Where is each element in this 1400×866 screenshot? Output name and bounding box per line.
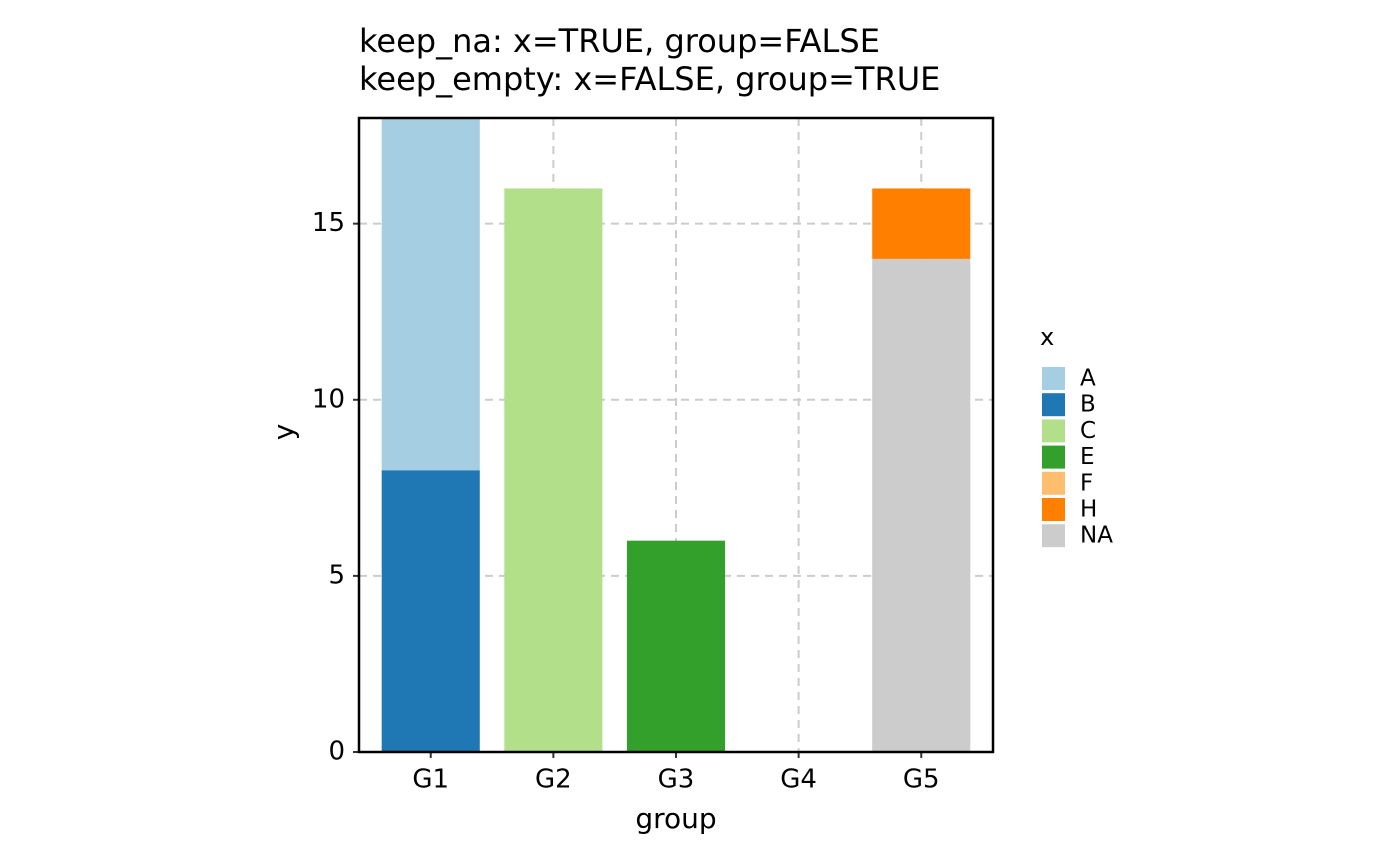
legend-key — [1042, 445, 1065, 469]
y-tick-label: 10 — [312, 384, 345, 414]
y-tick-label: 0 — [328, 737, 345, 767]
y-tick-label: 5 — [328, 560, 345, 590]
legend-label: C — [1080, 418, 1096, 444]
legend-key — [1042, 524, 1065, 548]
legend-label: F — [1080, 470, 1093, 496]
bar-segment — [872, 258, 971, 752]
legend-key — [1042, 367, 1065, 390]
x-tick-label: G1 — [412, 765, 449, 795]
bar-segment — [504, 188, 603, 752]
chart-title: keep_na: x=TRUE, group=FALSE — [359, 22, 880, 60]
legend-label: NA — [1080, 523, 1113, 549]
chart-title: keep_empty: x=FALSE, group=TRUE — [359, 60, 940, 98]
legend-key — [1042, 498, 1065, 521]
x-tick-label: G5 — [903, 765, 940, 795]
legend-label: A — [1080, 366, 1096, 392]
x-axis-label: group — [635, 802, 716, 835]
legend-key — [1042, 393, 1065, 417]
legend-key — [1042, 471, 1065, 495]
x-tick-label: G2 — [535, 765, 572, 795]
y-tick-label: 15 — [312, 208, 345, 238]
bar-segment — [381, 118, 480, 471]
legend-label: E — [1080, 444, 1095, 470]
bar-segment — [381, 470, 480, 752]
legend-label: B — [1080, 392, 1096, 418]
legend-key — [1042, 419, 1065, 443]
x-tick-label: G4 — [780, 765, 817, 795]
legend-title: x — [1040, 323, 1054, 351]
y-axis-label: y — [267, 424, 300, 441]
plot-border — [357, 116, 995, 754]
bar-segment — [626, 540, 726, 752]
bar-segment — [872, 188, 971, 259]
legend-label: H — [1080, 497, 1097, 523]
x-tick-label: G3 — [658, 765, 695, 795]
